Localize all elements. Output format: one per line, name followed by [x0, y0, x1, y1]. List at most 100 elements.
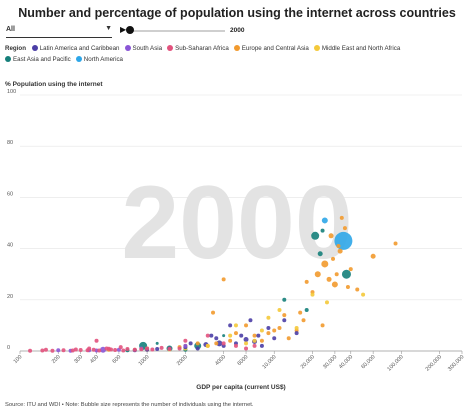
data-point: [298, 310, 303, 315]
data-point: [91, 347, 96, 352]
x-tick-label: 600: [112, 354, 123, 365]
data-point: [370, 253, 376, 259]
data-point: [339, 215, 344, 220]
data-point: [211, 310, 216, 315]
data-point: [310, 292, 315, 297]
data-point: [40, 348, 45, 353]
x-tick-label: 300,000: [447, 354, 465, 372]
legend-label: Europe and Central Asia: [241, 45, 309, 52]
data-point: [259, 328, 264, 333]
legend-item[interactable]: Middle East and North Africa: [313, 43, 400, 54]
data-point: [266, 331, 271, 336]
data-point: [43, 347, 48, 352]
data-point: [159, 345, 164, 350]
data-point: [321, 217, 328, 224]
data-point: [70, 348, 75, 353]
data-point: [195, 346, 200, 351]
data-point: [286, 336, 291, 341]
legend-item[interactable]: Europe and Central Asia: [233, 43, 309, 54]
data-point: [132, 347, 137, 352]
data-point: [100, 346, 107, 353]
data-point: [228, 323, 233, 328]
data-point: [256, 333, 261, 338]
data-point: [221, 341, 226, 346]
legend-swatch: [233, 44, 240, 51]
data-point: [106, 346, 111, 351]
data-point: [150, 347, 155, 352]
x-tick-label: 100: [13, 354, 24, 365]
legend-title: Region: [5, 45, 26, 52]
data-point: [272, 336, 277, 341]
data-point: [321, 260, 329, 268]
data-point: [73, 347, 78, 352]
data-point: [294, 325, 299, 330]
data-point: [259, 343, 264, 348]
data-point: [361, 292, 366, 297]
data-point: [282, 313, 287, 318]
controls-bar: All ▼ ▶ 2000: [6, 24, 468, 38]
data-point: [94, 338, 99, 343]
data-point: [233, 331, 238, 336]
data-point: [61, 348, 66, 353]
x-tick-label: 200: [51, 354, 62, 365]
data-point: [282, 318, 287, 323]
legend-item[interactable]: Sub-Saharan Africa: [167, 43, 229, 54]
data-point: [188, 341, 193, 346]
data-point: [214, 336, 219, 341]
data-point: [209, 333, 214, 338]
data-point: [328, 233, 334, 239]
year-slider-end-label: 2000: [230, 27, 245, 34]
year-watermark: 2000: [121, 165, 352, 281]
x-tick-label: 300: [73, 354, 84, 365]
year-slider-track[interactable]: [130, 30, 225, 32]
data-point: [118, 345, 123, 350]
data-point: [233, 323, 238, 328]
data-point: [337, 248, 343, 254]
x-tick-label: 200,000: [425, 354, 443, 372]
data-point: [304, 308, 309, 313]
legend-item[interactable]: North America: [75, 54, 123, 65]
data-point: [177, 346, 182, 351]
data-point: [320, 323, 325, 328]
data-point: [301, 318, 306, 323]
legend-item[interactable]: East Asia and Pacific: [5, 54, 71, 65]
chevron-down-icon: ▼: [105, 25, 112, 32]
data-point: [252, 338, 257, 343]
y-tick-label: 100: [7, 89, 16, 95]
legend-swatch: [124, 44, 131, 51]
data-point: [324, 300, 329, 305]
region-filter-select[interactable]: All ▼: [6, 24, 112, 38]
legend-label: North America: [83, 56, 123, 63]
y-axis-label: % Population using the internet: [5, 81, 103, 88]
play-icon[interactable]: ▶: [120, 25, 127, 34]
y-tick-label: 80: [7, 140, 13, 146]
legend-swatch: [167, 44, 174, 51]
year-slider-handle[interactable]: [126, 26, 134, 34]
data-point: [155, 346, 160, 351]
legend-swatch: [75, 55, 82, 62]
legend-label: East Asia and Pacific: [13, 56, 71, 63]
data-point: [145, 346, 150, 351]
legend: Region Latin America and Caribbean South …: [5, 43, 469, 65]
data-point: [304, 279, 309, 284]
x-axis-label: GDP per capita (current US$): [196, 384, 285, 391]
data-point: [139, 347, 144, 352]
data-point: [277, 308, 282, 313]
data-point: [326, 276, 332, 282]
data-point: [121, 348, 126, 353]
data-point: [348, 267, 353, 272]
legend-item[interactable]: South Asia: [124, 43, 162, 54]
y-tick-label: 20: [7, 294, 13, 300]
data-point: [195, 341, 200, 346]
data-point: [221, 277, 226, 282]
data-point: [216, 340, 223, 347]
data-point: [87, 346, 92, 351]
data-point: [239, 333, 244, 338]
x-tick-label: 6000: [237, 354, 250, 367]
data-point: [294, 331, 299, 336]
data-point: [155, 341, 159, 345]
data-point: [259, 338, 264, 343]
data-point: [222, 334, 226, 338]
legend-item[interactable]: Latin America and Caribbean: [31, 43, 120, 54]
